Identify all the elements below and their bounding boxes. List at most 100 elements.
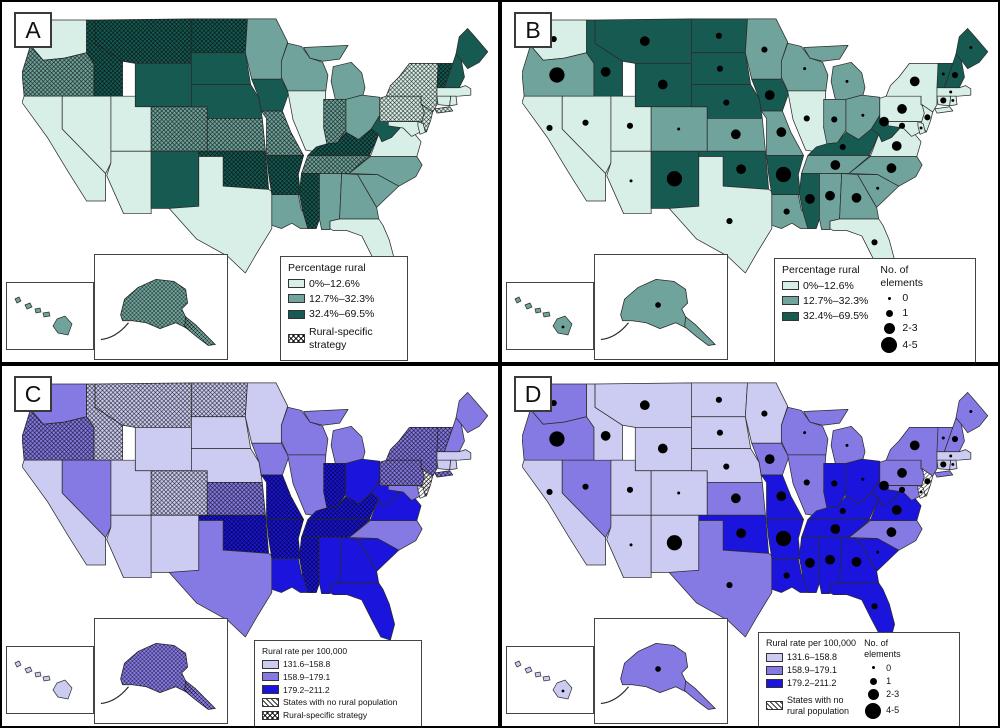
state-TN-strategy-hatch — [301, 155, 371, 174]
elements-dot-MA — [949, 454, 953, 458]
us-map-panel-c — [22, 372, 492, 650]
elements-dot-NE — [723, 99, 730, 106]
elements-dot-KY — [839, 143, 846, 151]
legend-elements-column: No. of elements 0 1 2-3 4-5 — [880, 264, 923, 356]
state-ND-strategy-hatch — [191, 18, 248, 53]
swatch-class-1 — [782, 281, 799, 291]
elements-title: No. of elements — [864, 638, 901, 659]
state-MI — [330, 425, 366, 464]
dot-size-2-3 — [883, 323, 895, 335]
hawaii-svg — [14, 660, 73, 700]
hawaii-inset — [506, 282, 594, 350]
state-HI-island-4 — [542, 311, 551, 318]
alaska-inset — [94, 618, 228, 724]
swatch-class-1 — [766, 652, 783, 662]
state-WI — [280, 42, 329, 92]
elements-dot-HI — [561, 689, 565, 693]
state-MI-UP — [803, 409, 849, 426]
legend-rate-and-elements: Rural rate per 100,000 131.6–158.8 158.9… — [758, 632, 960, 726]
elements-dot-ID — [600, 430, 611, 441]
elements-dot-MD — [898, 486, 906, 493]
state-NJ-strategy-hatch — [421, 104, 433, 133]
elements-dot-MN — [761, 410, 768, 417]
state-AR-strategy-hatch — [266, 519, 304, 559]
elements-dot-CA — [546, 124, 553, 132]
state-AK-aleutians — [600, 322, 629, 341]
state-ME — [955, 28, 989, 70]
elements-dot-DE — [919, 126, 923, 130]
state-MS-strategy-hatch — [299, 537, 320, 593]
state-HI-island-2 — [524, 302, 533, 310]
state-HI-island-1 — [14, 660, 22, 668]
state-AK-aleutians — [100, 686, 129, 705]
state-FL — [329, 582, 395, 641]
elements-dot-IN — [831, 116, 838, 123]
elements-dot-AZ — [629, 543, 633, 547]
state-SD — [190, 52, 252, 85]
elements-dot-AL — [825, 190, 835, 201]
panel-label-b: B — [514, 12, 552, 48]
state-KY-strategy-hatch — [307, 129, 379, 156]
elements-dot-WV — [879, 480, 889, 491]
state-GA — [339, 537, 380, 584]
state-OR-strategy-hatch — [22, 409, 94, 461]
elements-dot-NE — [723, 463, 730, 470]
elements-dot-ND — [715, 32, 722, 39]
state-RI — [449, 459, 458, 471]
us-map-panel-d — [522, 372, 992, 650]
elements-title: No. of elements — [880, 264, 923, 289]
elements-dot-CO — [677, 491, 681, 495]
panel-a: A Percentage rural 0%–12.6% 12.7%–32.3% … — [0, 0, 500, 364]
elements-dot-RI — [951, 462, 955, 466]
state-MT-strategy-hatch — [95, 18, 192, 64]
state-KY — [807, 492, 880, 520]
elements-dot-IA — [764, 90, 775, 100]
swatch-class-3 — [262, 685, 279, 695]
elements-dot-MI — [845, 443, 849, 447]
elements-dot-WY — [657, 79, 668, 90]
panel-label-c: C — [14, 376, 52, 412]
state-HI-island-5 — [52, 679, 73, 700]
elements-dot-KY — [839, 507, 846, 515]
swatch-diagonal-hatch — [262, 697, 279, 707]
hawaii-svg — [514, 296, 573, 336]
elements-dot-AR — [775, 530, 792, 547]
state-MO-strategy-hatch — [261, 111, 304, 156]
swatch-class-3 — [766, 679, 783, 689]
state-AZ — [106, 150, 152, 215]
state-NY-LI — [934, 470, 954, 478]
elements-dot-KS — [730, 493, 741, 504]
state-VT-strategy-hatch — [436, 63, 453, 88]
elements-dot-NJ — [924, 478, 931, 485]
alaska-svg — [100, 643, 217, 710]
alaska-svg — [600, 643, 717, 710]
legend-pct-and-elements: Percentage rural 0%–12.6% 12.7%–32.3% 32… — [774, 258, 976, 362]
legend-color-column: Percentage rural 0%–12.6% 12.7%–32.3% 32… — [782, 264, 869, 322]
state-TN-strategy-hatch — [301, 519, 371, 538]
elements-dot-PA — [897, 104, 907, 114]
state-ID-strategy-hatch — [86, 383, 123, 461]
elements-dot-WY — [657, 443, 668, 454]
elements-dot-SC — [876, 550, 880, 554]
elements-dot-AZ — [629, 179, 633, 183]
swatch-diagonal-hatch — [766, 701, 783, 711]
elements-dot-WA — [550, 35, 557, 43]
alaska-svg — [600, 279, 717, 346]
state-HI-island-3 — [34, 307, 42, 314]
state-HI-island-5 — [52, 315, 73, 336]
swatch-class-3 — [288, 309, 305, 319]
elements-dot-IL — [803, 479, 810, 486]
elements-dot-OK — [736, 164, 746, 175]
elements-dot-MO — [776, 127, 787, 138]
state-MI-UP — [303, 45, 349, 62]
state-MO-strategy-hatch — [261, 475, 304, 520]
legend-title: Percentage rural — [288, 262, 366, 274]
state-CO-strategy-hatch — [151, 106, 208, 152]
hawaii-inset — [6, 646, 94, 714]
elements-dot-MA — [949, 90, 953, 94]
alaska-svg — [100, 279, 217, 346]
state-HI-island-1 — [514, 660, 522, 668]
us-map-svg-D — [522, 382, 989, 641]
state-CT — [436, 459, 452, 471]
